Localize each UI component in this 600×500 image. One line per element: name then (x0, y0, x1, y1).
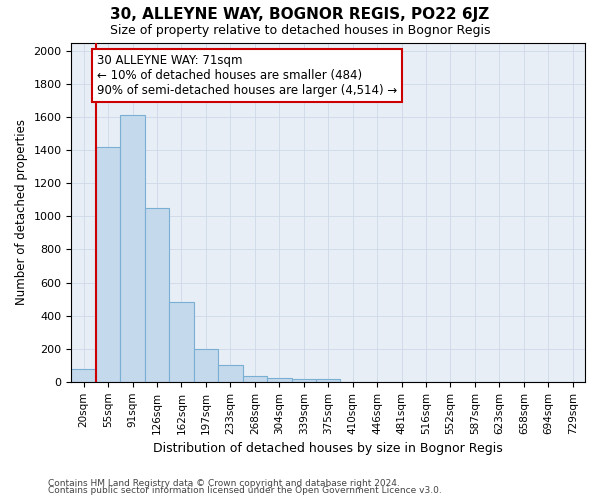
Bar (194, 348, 218, 382)
Text: 30 ALLEYNE WAY: 71sqm
← 10% of detached houses are smaller (484)
90% of semi-det: 30 ALLEYNE WAY: 71sqm ← 10% of detached … (97, 54, 397, 97)
Bar (292, 378, 316, 382)
Bar (169, 302, 194, 382)
Text: Contains HM Land Registry data © Crown copyright and database right 2024.: Contains HM Land Registry data © Crown c… (48, 478, 400, 488)
Text: 30, ALLEYNE WAY, BOGNOR REGIS, PO22 6JZ: 30, ALLEYNE WAY, BOGNOR REGIS, PO22 6JZ (110, 8, 490, 22)
Bar (96, 147, 121, 382)
Bar (242, 376, 267, 382)
Bar (316, 380, 340, 382)
X-axis label: Distribution of detached houses by size in Bognor Regis: Distribution of detached houses by size … (154, 442, 503, 455)
Bar (121, 114, 145, 382)
Text: Size of property relative to detached houses in Bognor Regis: Size of property relative to detached ho… (110, 24, 490, 37)
Bar (145, 208, 169, 382)
Bar (267, 378, 292, 382)
Bar (218, 366, 242, 382)
Text: Contains public sector information licensed under the Open Government Licence v3: Contains public sector information licen… (48, 486, 442, 495)
Bar (71, 368, 96, 382)
Y-axis label: Number of detached properties: Number of detached properties (15, 119, 28, 305)
